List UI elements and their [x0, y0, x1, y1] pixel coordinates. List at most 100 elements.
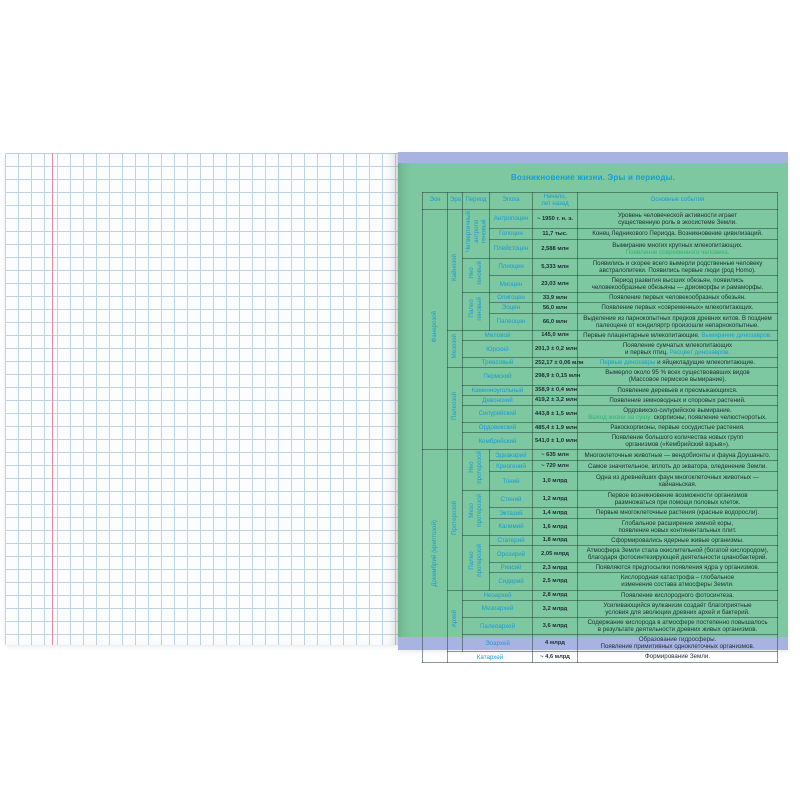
table-row: Миоцен 23,03 млн Период развития высших об…	[423, 275, 778, 294]
epoch-cell: Каменноугольный	[462, 384, 533, 396]
event-cell: Появление кислородного фотосинтеза.	[577, 589, 778, 601]
event-text: и яйцекладущие млекопитающие.	[655, 359, 756, 367]
header-row: Эон Эра Период Эпоха Начало, лет назад Основн…	[422, 192, 778, 210]
event-cell: Содержание кислорода в атмосфере постепе…	[577, 616, 778, 636]
start-cell: 23,03 млн	[532, 275, 578, 294]
notebook-grid-page	[5, 153, 398, 645]
event-cell: Самое значительное, вплоть до экватора, …	[577, 460, 778, 473]
event-cell: Многоклеточные животные — вендобионты и …	[577, 449, 778, 462]
event-cell: Период развития высших обезьян, появилис…	[577, 275, 778, 294]
era-label: Протерозой	[447, 449, 463, 591]
event-cell: Образование гидросферы. Появление примит…	[577, 634, 778, 653]
start-cell: 443,8 ± 1,5 млн	[532, 404, 578, 424]
epoch-cell: Калимий	[489, 517, 533, 536]
event-text: Конец Ледникового Периода. Возникновение…	[592, 230, 763, 238]
era-label: Палеозой	[451, 392, 459, 421]
epoch-cell: Меловой	[462, 329, 533, 341]
era-label: Мезозой	[447, 329, 463, 369]
period-label: Мезо протерозой	[468, 494, 483, 527]
page-title: Возникновение жизни. Эры и периоды.	[510, 173, 676, 182]
start-cell: 66,0 млн	[532, 312, 578, 331]
event-cell: Вымирание многих крупных млекопитающих. …	[577, 238, 778, 259]
start-cell: 2,3 млрд	[532, 562, 578, 574]
epoch-cell: Криогений	[489, 460, 533, 473]
start-cell: 145,0 млн	[532, 329, 578, 341]
epoch-cell: Риасий	[489, 562, 533, 574]
table-row: Катархей ~ 4,6 млрд Формирование Земли.	[423, 651, 778, 663]
event-text: Вымирание динозавров.	[701, 331, 772, 339]
table-row: Девонский 419,2 ± 3,2 млн Появление земнов…	[423, 394, 778, 406]
event-text: Уровень человеческой активности играет с…	[617, 211, 738, 226]
event-text: Появились и скорее всего вымерли родстве…	[592, 259, 763, 274]
event-text: Появление современного человека.	[625, 248, 730, 256]
epoch-cell: Тоний	[489, 471, 533, 492]
column-header: Период	[462, 192, 490, 210]
start-cell: 1,8 млрд	[532, 534, 578, 546]
era-label: Мезозой	[451, 334, 459, 359]
column-header: Начало, лет назад	[532, 192, 578, 210]
epoch-cell: Орозирий	[489, 544, 533, 564]
event-cell: Вымерло около 95 % всех существовавших в…	[577, 367, 778, 386]
epoch-cell: Кембрийский	[462, 432, 533, 451]
start-cell: 1,4 млрд	[532, 507, 578, 519]
table-row: Палео протерозой Статерий 1,8 млрд Сформиро…	[423, 534, 778, 591]
start-cell: 3,2 млрд	[532, 599, 578, 618]
epoch-cell: Эдиакарий	[489, 449, 533, 462]
era-label: Кайнозой	[451, 253, 459, 281]
event-cell: Ракоскорпионы, первые сосудистые растени…	[577, 422, 778, 434]
epoch-cell: Статерий	[489, 534, 533, 546]
epoch-cell: Триасовый	[462, 357, 533, 369]
epoch-cell: Стений	[489, 490, 533, 509]
era-label: Архей	[447, 589, 463, 653]
event-text: Появление первых человекообразных обезья…	[609, 294, 746, 302]
event-text: Первые динозавры	[599, 359, 656, 367]
column-header: Эпоха	[489, 192, 533, 210]
period-label: Палео геновый	[468, 297, 483, 321]
event-text: Появляются предпосылки появления ядра у …	[595, 564, 760, 572]
table-row: Мезоархей 3,2 млрд Усиливающийся вулканизм…	[423, 599, 778, 618]
period-label: Четвертичный антропо геновый	[462, 208, 490, 259]
start-cell: 1,0 млрд	[532, 471, 578, 492]
event-cell: Сформировались ядерные живые организмы.	[577, 534, 778, 546]
event-text: Расцвет динозавров.	[669, 349, 730, 357]
event-text: Усиливающийся вулканизм создаёт благопри…	[603, 601, 752, 616]
event-text: Глобальное расширение земной коры, появл…	[618, 519, 737, 534]
event-text: Вымерло около 95 % всех существовавших в…	[605, 369, 750, 384]
event-cell: Появление деревьев и пресмыкающихся.	[577, 384, 778, 396]
notebook-reference-page: Возникновение жизни. Эры и периоды. Эон Э…	[398, 152, 788, 663]
event-text: Атмосфера Земли стала окислительной (бог…	[586, 546, 769, 562]
table-row: Ордовикский 485,4 ± 1,9 млн Ракоскорпионы,…	[423, 422, 778, 434]
event-cell: Появление сумчатых млекопитающих и первы…	[577, 339, 778, 359]
start-cell: 419,2 ± 3,2 млн	[532, 394, 578, 406]
event-text: Одна из древнейших фаун многоклеточных ж…	[596, 474, 759, 489]
period-label: Палео протерозой	[468, 543, 483, 577]
table-row: Фанерозой Кайнозой Четвертичный антропо ге…	[422, 208, 778, 451]
table-row: Каменноугольный 358,9 ± 0,4 млн Появление …	[423, 384, 778, 396]
period-label: Четвертичный антропо геновый	[465, 210, 488, 252]
event-cell: Первые плацентарные млекопитающие. Вымир…	[577, 329, 778, 341]
table-row: Эоархей 4 млрд Образование гидросферы. Поя…	[423, 634, 778, 653]
event-text: Появление кислородного фотосинтеза.	[621, 591, 734, 599]
epoch-cell: Палеоархей	[462, 616, 533, 636]
start-cell: ~ 635 млн	[532, 449, 578, 462]
event-text: Период развития высших обезьян, появилис…	[591, 277, 764, 292]
event-text: Кислородная катастрофа – глобальное изме…	[620, 574, 735, 589]
epoch-cell: Голоцен	[489, 227, 533, 240]
epoch-cell: Плиоцен	[489, 257, 533, 277]
epoch-cell: Палеоцен	[489, 312, 533, 331]
start-cell: 252,17 ± 0,06 млн	[532, 357, 584, 369]
event-text: Появление земноводных и споровых растени…	[609, 396, 746, 404]
event-text: Выход жизни на сушу:	[588, 413, 653, 421]
table-row: Палеозой Пермский 298,9 ± 0,15 млн Вымерло …	[423, 367, 778, 451]
start-cell: 1,2 млрд	[532, 490, 578, 509]
event-text: Вымирание многих крупных млекопитающих.	[612, 241, 743, 249]
margin-line	[52, 153, 53, 645]
epoch-cell: Мезоархей	[462, 599, 533, 618]
eon-label: Фанерозой	[422, 208, 448, 451]
table-row: Мезо протерозой Стений 1,2 млрд Первое возн…	[423, 490, 778, 536]
table-row: Архей Неоархей 2,8 млрд Появление кислородн…	[423, 589, 778, 653]
event-cell: Появление первых человекообразных обезья…	[577, 292, 778, 304]
epoch-cell: Ордовикский	[462, 422, 533, 434]
event-cell: Формирование Земли.	[577, 651, 778, 663]
table-row: Палеоцен 66,0 млн Выделение из парнокопытн…	[423, 312, 778, 331]
